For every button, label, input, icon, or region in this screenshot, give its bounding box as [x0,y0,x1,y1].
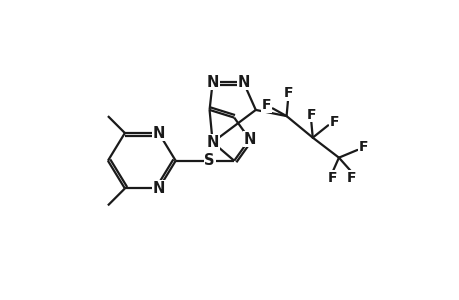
Text: F: F [327,171,337,185]
Text: N: N [237,75,249,90]
Text: F: F [346,171,355,185]
Text: N: N [152,181,165,196]
Text: N: N [206,135,218,150]
Text: F: F [329,115,338,129]
Text: F: F [358,140,368,154]
Text: F: F [283,86,292,100]
Text: S: S [204,153,214,168]
Text: N: N [243,132,255,147]
Text: F: F [261,98,271,112]
Text: F: F [306,107,315,122]
Text: N: N [152,125,165,140]
Text: N: N [206,75,218,90]
